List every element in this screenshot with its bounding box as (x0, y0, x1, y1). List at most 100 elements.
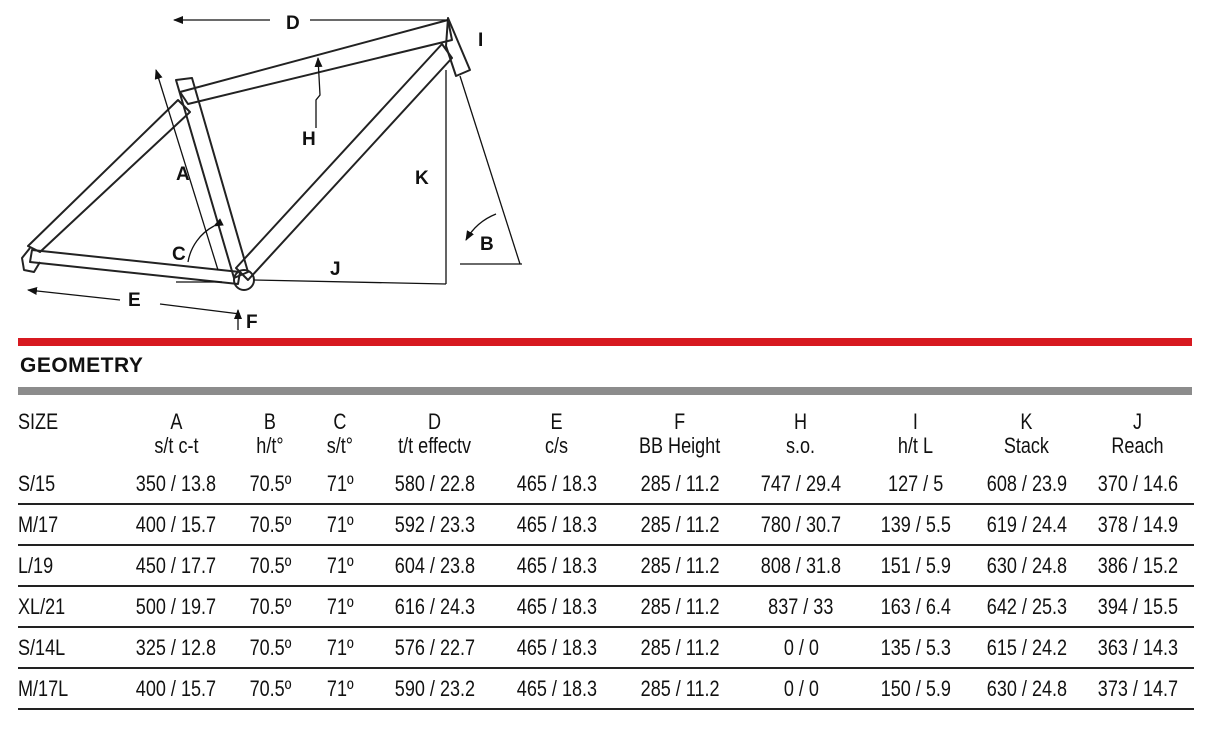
cell-value: 400 / 15.7 (135, 675, 217, 701)
cell-a-seat-tube: 500 / 19.7 (118, 586, 234, 628)
cell-i-head-tube-length: 139 / 5.5 (859, 504, 973, 546)
cell-value: 70.5º (249, 634, 292, 660)
header-label: D (428, 409, 442, 434)
cell-a-seat-tube: 400 / 15.7 (118, 504, 234, 546)
header-label: C (333, 409, 347, 434)
cell-value: 285 / 11.2 (640, 675, 720, 701)
cell-value: L/19 (18, 552, 54, 578)
cell-d-top-tube: 592 / 23.3 (373, 504, 497, 546)
frame-geometry-diagram: D I H A K B C J E F (21, 13, 522, 333)
header-label: H (794, 409, 808, 434)
header-label: I (913, 409, 919, 434)
cell-value: 71º (326, 511, 354, 537)
cell-value: 151 / 5.9 (880, 552, 951, 578)
cell-value: S/15 (18, 470, 56, 496)
cell-value: 590 / 23.2 (394, 675, 475, 701)
cell-h-standover: 0 / 0 (742, 627, 860, 669)
diagram-label-a: A (176, 164, 190, 185)
cell-value: 780 / 30.7 (760, 511, 842, 537)
head-tube (445, 17, 471, 77)
table-row: S/15 350 / 13.8 70.5º 71º 580 / 22.8 465 / 18… (18, 464, 1194, 505)
cell-b-head-angle: 70.5º (233, 545, 308, 587)
header-label: A (169, 409, 183, 434)
cell-value: 71º (326, 675, 354, 701)
header-sublabel: s/t° (327, 433, 354, 458)
cell-j-reach: 378 / 14.9 (1081, 504, 1194, 546)
section-title: GEOMETRY (20, 354, 144, 377)
cell-size: L/19 (18, 545, 119, 587)
cell-value: 127 / 5 (888, 470, 944, 496)
cell-value: 135 / 5.3 (880, 634, 951, 660)
diagram-label-k: K (415, 168, 429, 189)
cell-value: 285 / 11.2 (640, 511, 720, 537)
cell-value: 592 / 23.3 (394, 511, 475, 537)
cell-d-top-tube: 580 / 22.8 (373, 464, 497, 505)
cell-j-reach: 363 / 14.3 (1081, 627, 1194, 669)
header-sublabel: c/s (545, 433, 569, 458)
cell-value: 285 / 11.2 (640, 634, 720, 660)
cell-h-standover: 837 / 33 (742, 586, 860, 628)
diagram-label-d: D (286, 13, 300, 34)
cell-d-top-tube: 616 / 24.3 (373, 586, 497, 628)
cell-size: M/17 (18, 504, 119, 546)
cell-b-head-angle: 70.5º (233, 504, 308, 546)
header-sublabel: BB Height (639, 433, 721, 458)
cell-value: 608 / 23.9 (986, 470, 1067, 496)
cell-value: 71º (326, 634, 354, 660)
cell-d-top-tube: 576 / 22.7 (373, 627, 497, 669)
cell-f-bb-height: 285 / 11.2 (617, 627, 743, 669)
diagram-label-f: F (246, 312, 258, 333)
cell-e-chainstay: 465 / 18.3 (496, 504, 618, 546)
header-label: J (1133, 409, 1143, 434)
cell-e-chainstay: 465 / 18.3 (496, 545, 618, 587)
cell-value: 378 / 14.9 (1097, 511, 1178, 537)
cell-b-head-angle: 70.5º (233, 668, 308, 710)
cell-b-head-angle: 70.5º (233, 464, 308, 505)
cell-f-bb-height: 285 / 11.2 (617, 545, 743, 587)
cell-value: 370 / 14.6 (1097, 470, 1178, 496)
header-label: K (1020, 409, 1033, 434)
header-f-bb-height: F BB Height (629, 410, 732, 464)
cell-a-seat-tube: 350 / 13.8 (118, 464, 234, 505)
cell-c-seat-angle: 71º (307, 586, 374, 628)
cell-i-head-tube-length: 163 / 6.4 (859, 586, 973, 628)
cell-k-stack: 619 / 24.4 (972, 504, 1082, 546)
red-divider (18, 338, 1192, 346)
cell-c-seat-angle: 71º (307, 668, 374, 710)
cell-value: 465 / 18.3 (516, 552, 597, 578)
cell-value: 465 / 18.3 (516, 511, 597, 537)
cell-value: 70.5º (249, 470, 292, 496)
cell-b-head-angle: 70.5º (233, 627, 308, 669)
cell-value: S/14L (18, 634, 66, 660)
table-row: L/19 450 / 17.7 70.5º 71º 604 / 23.8 465 / 18… (18, 545, 1194, 587)
cell-value: 616 / 24.3 (394, 593, 475, 619)
cell-value: 465 / 18.3 (516, 634, 597, 660)
cell-size: XL/21 (18, 586, 119, 628)
table-row: M/17L 400 / 15.7 70.5º 71º 590 / 23.2 465 / 1… (18, 668, 1194, 710)
diagram-label-b: B (480, 234, 494, 255)
header-j-reach: J Reach (1091, 410, 1184, 464)
cell-i-head-tube-length: 151 / 5.9 (859, 545, 973, 587)
header-label: E (550, 409, 563, 434)
cell-e-chainstay: 465 / 18.3 (496, 464, 618, 505)
cell-e-chainstay: 465 / 18.3 (496, 586, 618, 628)
cell-h-standover: 780 / 30.7 (742, 504, 860, 546)
cell-value: 747 / 29.4 (760, 470, 842, 496)
cell-a-seat-tube: 400 / 15.7 (118, 668, 234, 710)
cell-value: 604 / 23.8 (394, 552, 475, 578)
cell-j-reach: 394 / 15.5 (1081, 586, 1194, 628)
cell-i-head-tube-length: 135 / 5.3 (859, 627, 973, 669)
cell-k-stack: 630 / 24.8 (972, 545, 1082, 587)
chain-stay (29, 249, 241, 285)
cell-k-stack: 615 / 24.2 (972, 627, 1082, 669)
cell-value: 580 / 22.8 (394, 470, 475, 496)
cell-f-bb-height: 285 / 11.2 (617, 504, 743, 546)
cell-f-bb-height: 285 / 11.2 (617, 668, 743, 710)
cell-value: M/17 (18, 511, 59, 537)
